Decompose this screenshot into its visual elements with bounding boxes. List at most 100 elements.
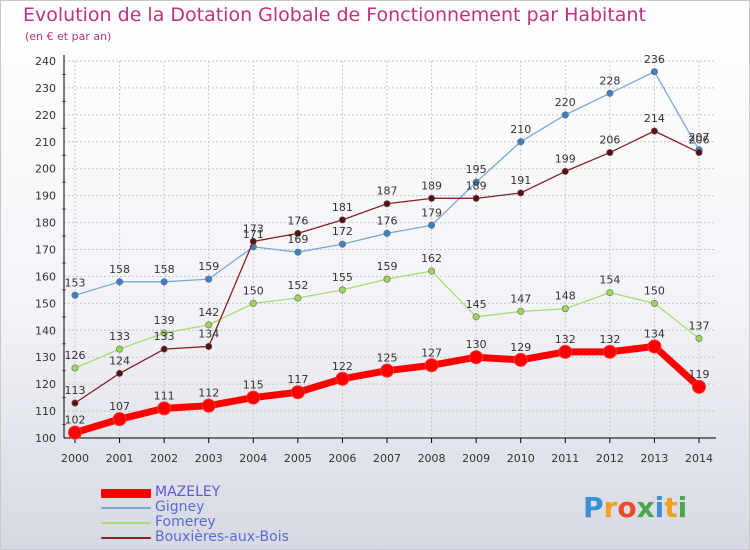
data-label: 206 (689, 134, 710, 147)
data-point (383, 275, 391, 283)
data-point (68, 425, 82, 440)
data-point (246, 390, 261, 405)
data-point (428, 221, 436, 229)
data-point (338, 286, 346, 294)
data-point (157, 401, 172, 416)
data-point (383, 200, 391, 208)
chart-subtitle: (en € et par an) (25, 30, 112, 43)
x-tick-label: 2007 (373, 452, 401, 465)
data-point (338, 216, 346, 224)
x-tick-label: 2005 (284, 452, 312, 465)
data-label: 173 (243, 222, 264, 235)
data-label: 172 (332, 225, 353, 238)
data-point (294, 248, 302, 256)
y-tick-label: 150 (35, 297, 56, 310)
data-label: 159 (377, 260, 398, 273)
data-point (517, 307, 525, 315)
data-point (558, 344, 573, 359)
data-point (205, 342, 213, 350)
data-point (428, 194, 436, 202)
data-label: 150 (644, 284, 665, 297)
legend-swatch (101, 489, 151, 498)
data-label: 137 (689, 319, 710, 332)
y-tick-label: 180 (35, 217, 56, 230)
data-label: 133 (154, 330, 175, 343)
y-tick-label: 140 (35, 324, 56, 337)
data-point (160, 329, 168, 337)
data-point (201, 398, 216, 413)
y-tick-label: 230 (35, 82, 56, 95)
data-label: 195 (466, 163, 487, 176)
data-point (517, 189, 525, 197)
y-tick-label: 200 (35, 163, 56, 176)
data-point (112, 412, 127, 427)
y-tick-label: 130 (35, 351, 56, 364)
data-label: 189 (466, 179, 487, 192)
y-tick-label: 170 (35, 244, 56, 257)
y-tick-label: 100 (35, 432, 56, 445)
x-tick-label: 2004 (239, 452, 267, 465)
data-label: 129 (510, 341, 531, 354)
data-point (424, 358, 439, 373)
data-point (116, 345, 124, 353)
data-point (338, 240, 346, 248)
data-point (428, 267, 436, 275)
data-point (249, 237, 257, 245)
data-label: 207 (689, 131, 710, 144)
data-point (469, 350, 484, 365)
x-tick-label: 2013 (640, 452, 668, 465)
data-point (294, 294, 302, 302)
x-tick-label: 2012 (596, 452, 624, 465)
x-tick-label: 2001 (106, 452, 134, 465)
data-label: 154 (599, 274, 620, 287)
data-point (695, 149, 703, 157)
data-label: 236 (644, 53, 665, 66)
legend-label: Gigney (155, 499, 205, 515)
data-point (160, 278, 168, 286)
data-point (561, 305, 569, 313)
data-point (650, 68, 658, 76)
x-tick-label: 2006 (328, 452, 356, 465)
x-tick-label: 2010 (507, 452, 535, 465)
data-point (290, 385, 305, 400)
data-label: 148 (555, 290, 576, 303)
data-label: 155 (332, 271, 353, 284)
data-point (517, 138, 525, 146)
data-label: 199 (555, 152, 576, 165)
legend-swatch (101, 507, 151, 509)
data-point (71, 291, 79, 299)
data-label: 176 (287, 214, 308, 227)
data-point (383, 229, 391, 237)
data-label: 169 (287, 233, 308, 246)
data-label: 228 (599, 74, 620, 87)
data-point (472, 194, 480, 202)
data-point (695, 334, 703, 342)
data-label: 115 (243, 379, 264, 392)
data-point (160, 345, 168, 353)
y-tick-label: 160 (35, 270, 56, 283)
y-tick-label: 210 (35, 136, 56, 149)
data-label: 150 (243, 284, 264, 297)
legend-label: Fomerey (155, 514, 216, 530)
data-point (606, 89, 614, 97)
data-label: 145 (466, 298, 487, 311)
data-label: 112 (198, 387, 219, 400)
y-tick-label: 110 (35, 405, 56, 418)
data-label: 214 (644, 112, 665, 125)
data-label: 210 (510, 123, 531, 136)
data-label: 139 (154, 314, 175, 327)
data-point (472, 313, 480, 321)
data-label: 127 (421, 346, 442, 359)
proxiti-logo: Proxiti (583, 491, 688, 524)
data-label: 126 (65, 349, 86, 362)
data-label: 132 (555, 333, 576, 346)
data-label: 187 (377, 185, 398, 198)
data-label: 171 (243, 228, 264, 241)
data-label: 147 (510, 292, 531, 305)
x-tick-label: 2009 (462, 452, 490, 465)
data-point (205, 275, 213, 283)
data-point (692, 379, 706, 394)
data-label: 134 (198, 327, 219, 340)
